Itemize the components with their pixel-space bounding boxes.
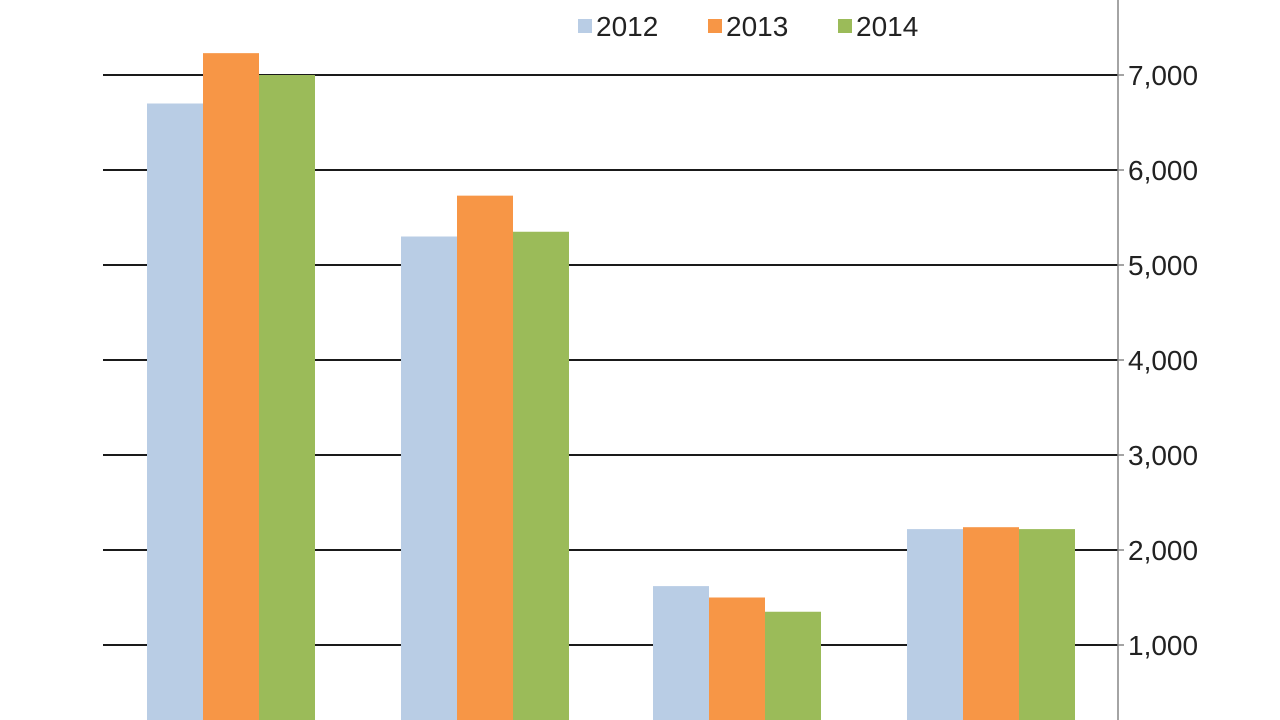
legend-swatch-2013 [708, 19, 722, 33]
legend-label: 2013 [726, 11, 788, 42]
bar-2014-4 [1019, 529, 1075, 720]
bar-2014-3 [765, 611, 821, 720]
legend-swatch-2012 [578, 19, 592, 33]
y-tick-label: 3,000 [1128, 440, 1198, 471]
y-axis-tick-labels: 1,000 2,000 3,000 4,000 5,000 6,000 7,000 [1128, 60, 1198, 661]
y-tick-label: 1,000 [1128, 630, 1198, 661]
legend: 2012 2013 2014 [578, 11, 918, 42]
bar-2012-1 [147, 103, 203, 720]
y-tick-label: 2,000 [1128, 535, 1198, 566]
bars [147, 53, 1075, 720]
bar-2012-4 [907, 529, 963, 720]
bar-2012-2 [401, 236, 457, 720]
y-tick-label: 4,000 [1128, 345, 1198, 376]
bar-2013-1 [203, 53, 259, 720]
y-tick-label: 6,000 [1128, 155, 1198, 186]
y-tick-label: 5,000 [1128, 250, 1198, 281]
bar-2013-3 [709, 597, 765, 720]
bar-2013-2 [457, 195, 513, 720]
legend-label: 2012 [596, 11, 658, 42]
bar-2012-3 [653, 586, 709, 720]
legend-swatch-2014 [838, 19, 852, 33]
bar-2014-2 [513, 231, 569, 720]
legend-label: 2014 [856, 11, 918, 42]
y-tick-label: 7,000 [1128, 60, 1198, 91]
bar-2014-1 [259, 75, 315, 720]
bar-2013-4 [963, 527, 1019, 720]
